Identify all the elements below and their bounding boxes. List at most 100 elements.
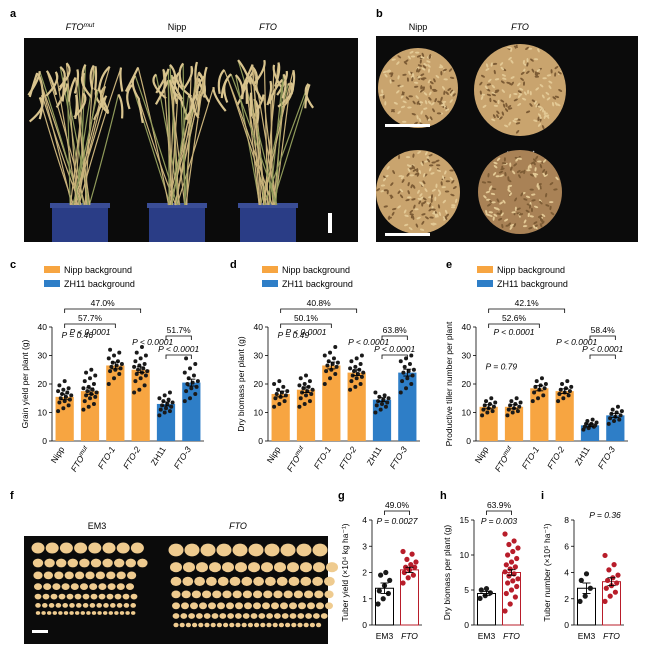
category-label: FTOmut [69,444,93,474]
data-point [333,372,338,377]
tuber [114,593,122,600]
grain [514,197,518,202]
panicle [89,64,95,90]
grain [496,110,500,115]
grain [506,81,511,85]
tuber [34,593,42,600]
grain [527,212,530,218]
grain [518,94,522,98]
data-point [108,347,113,352]
data-point [348,387,353,392]
y-tick-label: 6 [564,541,569,551]
data-point [90,387,95,392]
panel-letter-g: g [338,490,345,502]
grain [534,100,537,105]
tuber [181,602,189,610]
grain [398,154,401,160]
stem [134,75,178,206]
data-point [502,569,508,575]
bracket [165,335,192,340]
data-point [583,571,590,577]
grain [510,166,513,171]
grain [379,93,384,97]
grain [442,199,447,204]
tuber [288,576,300,586]
data-point [191,373,196,378]
tuber [89,583,98,590]
grain [386,165,390,170]
grain [433,78,436,83]
data-point [503,590,509,597]
grain [488,211,493,214]
tuber [312,543,328,557]
grain [431,188,436,192]
data-point [489,396,494,401]
category-label: FTO [401,631,418,641]
grain [455,198,458,203]
grain [539,84,544,88]
grain [526,62,529,67]
data-point [566,393,571,398]
y-tick-label: 4 [564,568,569,578]
grain [451,204,456,207]
data-point [297,404,302,409]
tuber [90,593,98,600]
data-point [505,552,511,558]
grain [452,93,456,97]
tuber [137,558,148,568]
data-point [536,396,541,401]
grain [516,169,521,173]
data-point [167,409,172,414]
data-point [602,552,608,559]
grain [510,47,513,52]
data-point [82,399,87,404]
grain [523,219,527,224]
grain [416,55,422,58]
data-point [335,360,340,365]
category-label: FTO [603,631,620,641]
grain [481,181,487,184]
tuber [313,562,325,573]
grain [502,103,506,108]
grain [402,100,407,104]
grain [427,64,431,68]
grain [491,201,496,204]
grain [542,168,546,173]
bracket [381,354,408,359]
grain [504,172,507,177]
pot-rim [147,203,207,208]
tuber [199,602,207,610]
data-point [556,399,561,404]
pot [240,205,296,242]
grain [533,221,538,225]
panicle [67,77,77,102]
data-point [353,384,358,389]
data-point [322,382,327,386]
tuber [69,603,75,608]
tuber [131,611,136,615]
stem [39,70,81,206]
panel-letter-a: a [10,8,17,20]
grain [522,59,525,65]
legend-swatch-nipp [44,266,60,273]
grain [534,167,537,172]
data-point [506,573,512,579]
tuber [298,602,306,610]
data-point [398,390,403,395]
panicle [27,71,41,96]
grain [549,201,554,204]
scale-bar-f [32,630,48,633]
tuber [80,583,88,590]
data-point [377,394,382,399]
grain [535,103,539,108]
grain [415,51,420,54]
y-tick-label: 30 [254,351,264,361]
data-point [86,404,91,409]
grain [421,213,426,216]
tuber [276,576,288,586]
grain [407,55,411,60]
tuber [190,602,198,610]
tuber [82,603,89,608]
data-point [169,404,174,409]
grain [418,118,422,123]
